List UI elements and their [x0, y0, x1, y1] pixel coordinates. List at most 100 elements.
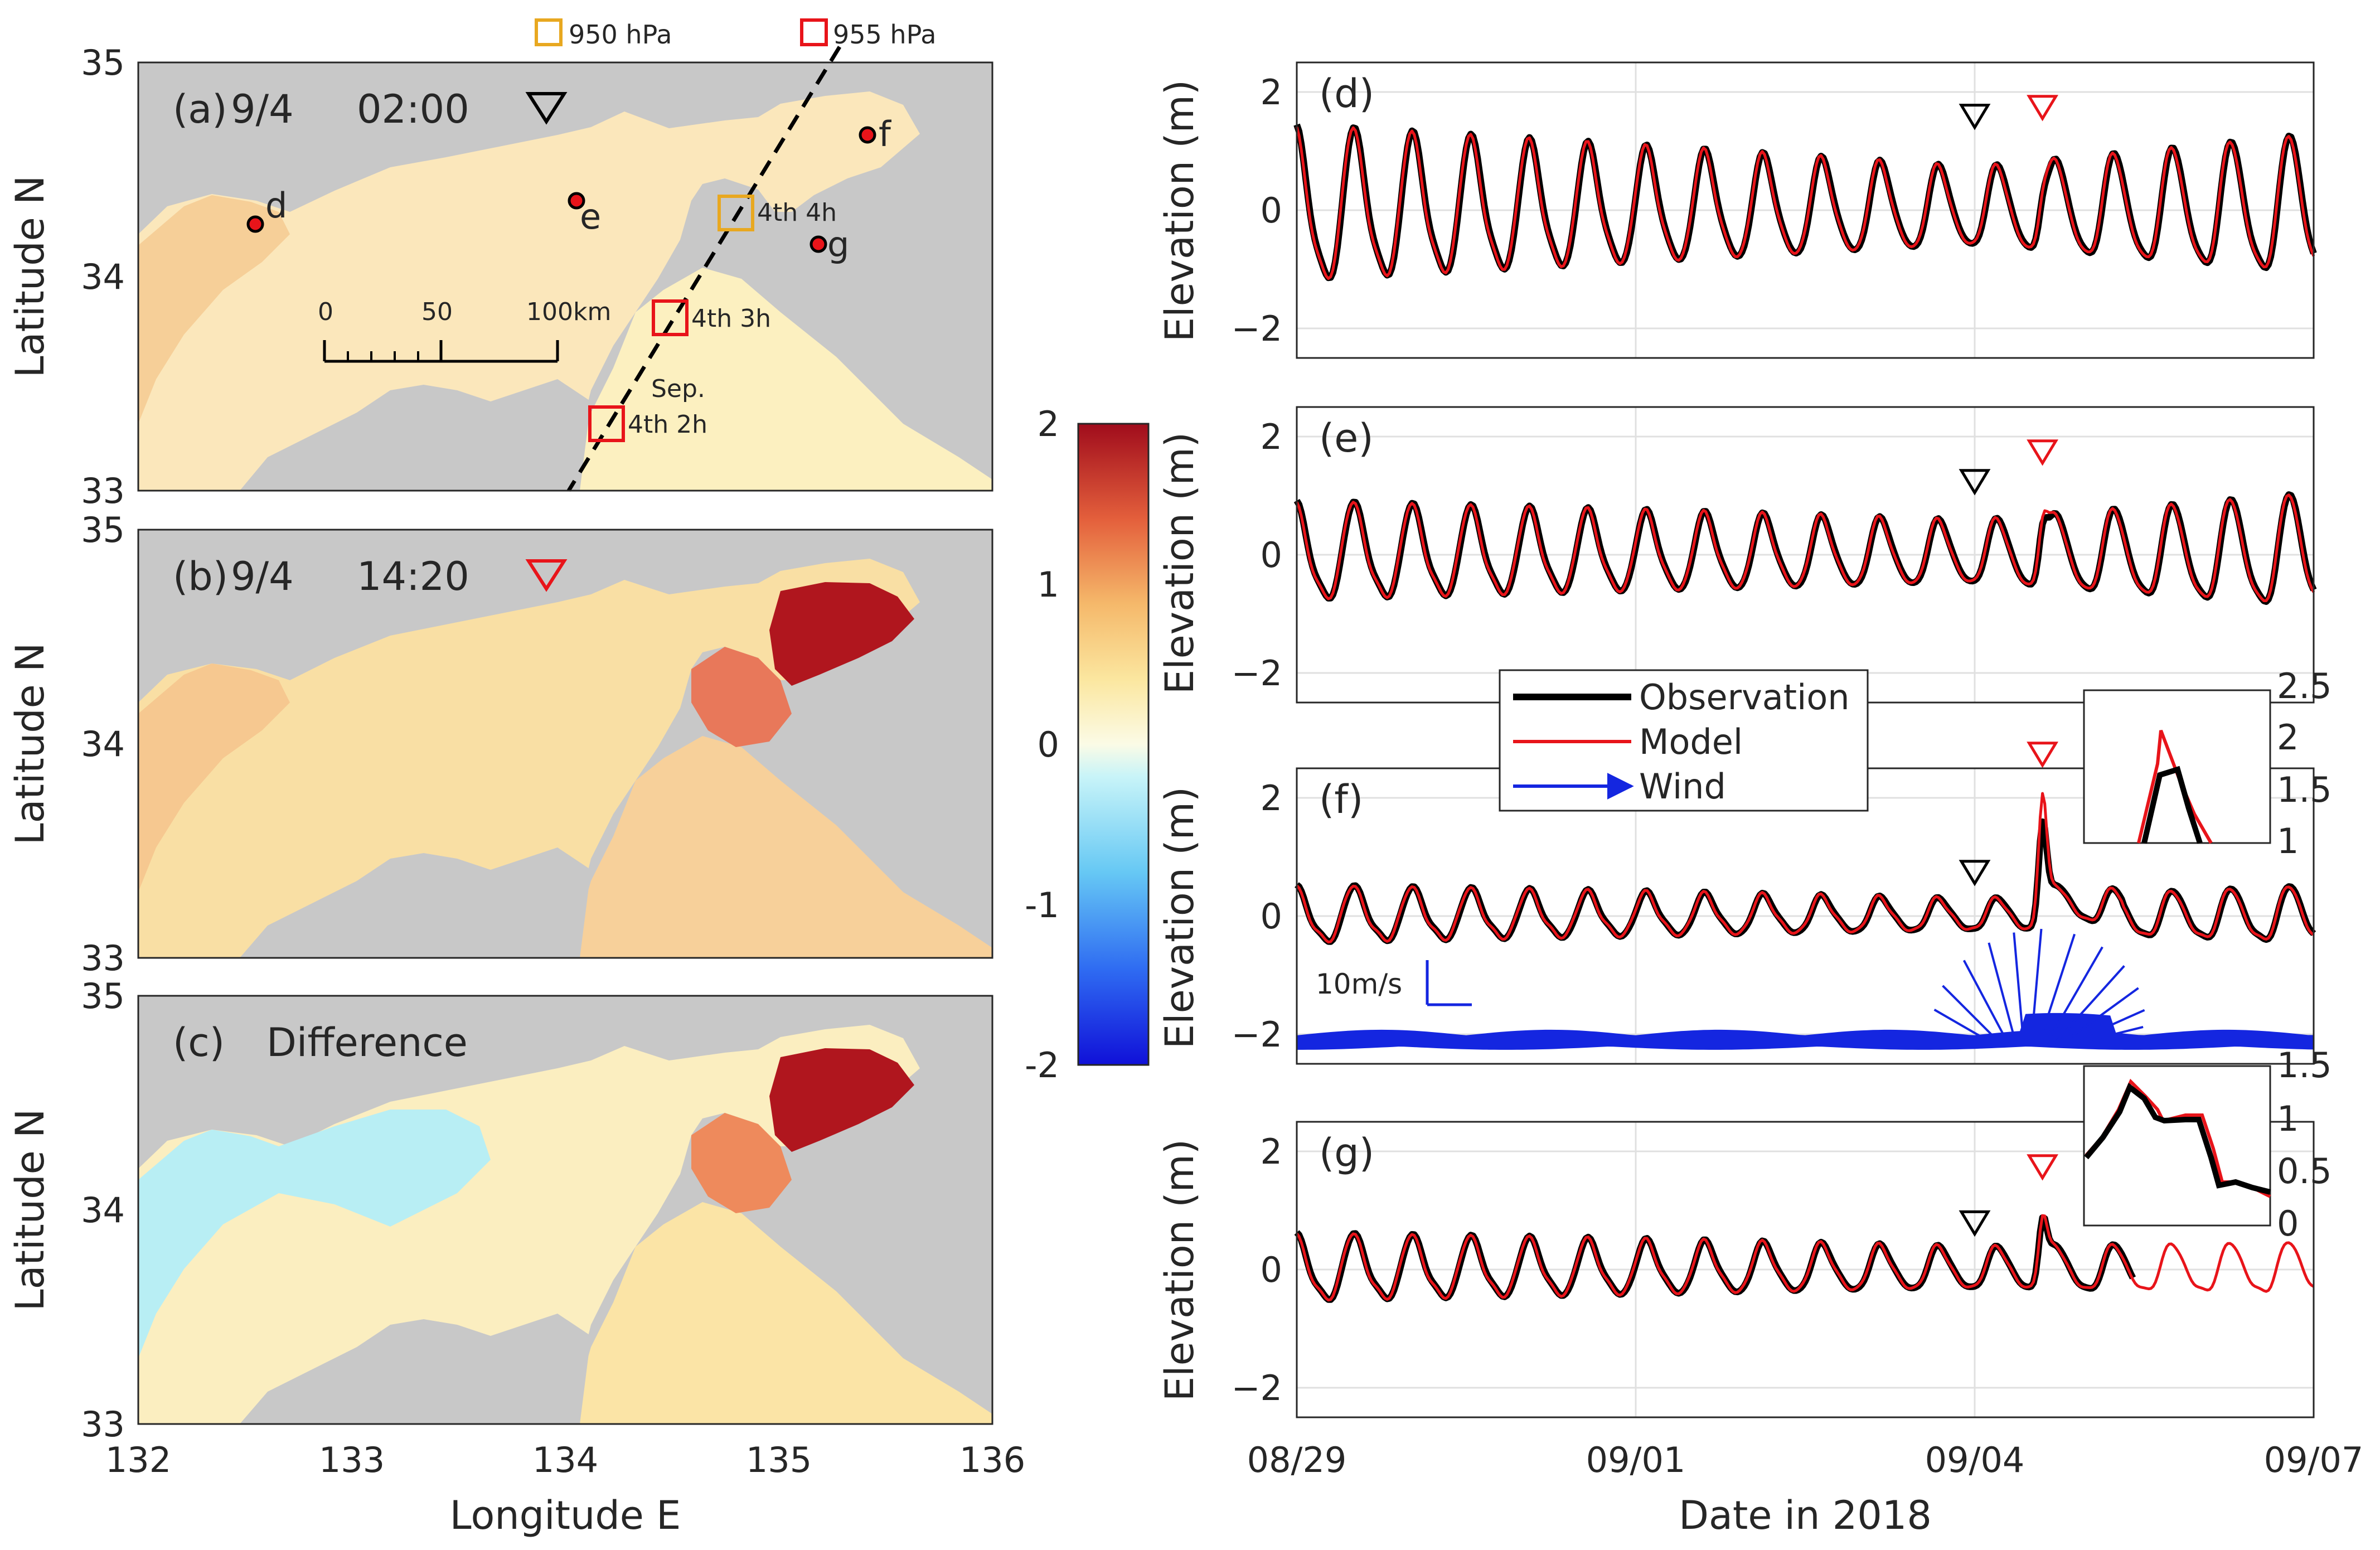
ytick: −2: [1232, 308, 1282, 349]
wind-scale: 10m/s: [1316, 960, 1472, 1006]
colorbar-tick: -1: [1025, 885, 1059, 926]
station-e-marker: [568, 192, 585, 210]
panel-c-title: Difference: [266, 1020, 468, 1065]
inset-f-model: [2137, 729, 2213, 844]
panel-b-label: (b): [173, 554, 228, 599]
xtick: 09/04: [1925, 1440, 2025, 1480]
time-marker-1420: [2027, 439, 2059, 466]
ytick: 2: [1261, 72, 1282, 113]
ytick: 2: [1261, 778, 1282, 818]
colorbar-gradient: [1077, 423, 1150, 1066]
map-b-yticks: 35 34 33: [81, 510, 125, 979]
sea-area-west: [138, 663, 290, 892]
sep-label: Sep.: [651, 375, 705, 403]
legend-950-label: 950 hPa: [569, 20, 672, 50]
time-marker-1420: [2027, 742, 2059, 768]
surge-hotspot: [769, 582, 914, 686]
track-square-4h: [718, 195, 754, 231]
legend-model-label: Model: [1639, 721, 1743, 762]
wind-vector: [2013, 932, 2025, 1044]
colorbar-tick: -2: [1025, 1045, 1059, 1086]
xtick: 134: [532, 1440, 598, 1480]
inset-f-frame: [2083, 689, 2271, 844]
panel-a-label: (a): [173, 86, 227, 132]
panel-label: (e): [1319, 415, 1374, 461]
track-square-2h: [588, 405, 625, 442]
time-marker-0200: [1959, 469, 1991, 496]
inset-f-observation: [2141, 766, 2203, 844]
panel-c-label: (c): [173, 1020, 225, 1065]
series-model-line: [1295, 126, 2315, 280]
wind-vector: [2078, 1025, 2144, 1044]
inset-g-tick: 1.5: [2277, 1045, 2332, 1086]
legend-observation-label: Observation: [1639, 677, 1850, 718]
sea-area-south: [569, 268, 992, 491]
inset-f-tick: 2: [2277, 717, 2299, 758]
ts-xticks: 08/29 09/01 09/04 09/07: [1247, 1440, 2364, 1480]
colorbar-tick: 1: [1038, 564, 1059, 605]
ytick: 2: [1261, 1131, 1282, 1172]
inset-g-tick: 0: [2277, 1203, 2299, 1244]
station-d-label: d: [265, 185, 287, 226]
legend-955-label: 955 hPa: [833, 20, 936, 50]
sea-area-osaka: [691, 1113, 792, 1213]
wind-vector: [2062, 987, 2139, 1044]
map-xticks: 132 133 134 135 136: [105, 1440, 1025, 1480]
sea-area-south: [569, 1202, 992, 1424]
map-xlabel: Longitude E: [450, 1493, 681, 1538]
map-a-frame: [137, 61, 993, 492]
scale-label-0: 0: [318, 298, 333, 326]
ts-g-ylabel: Elevation (m): [1157, 1139, 1203, 1401]
ytick: −2: [1232, 653, 1282, 694]
inset-g-tick: 1: [2277, 1098, 2299, 1139]
ytick: 34: [81, 724, 125, 764]
map-c-frame: [137, 995, 993, 1425]
panel-b-time-marker: [525, 559, 568, 592]
station-d-marker: [246, 215, 264, 233]
panel-label: (g): [1319, 1130, 1374, 1176]
track-label-3h: 4th 3h: [691, 304, 771, 333]
xtick: 136: [959, 1440, 1025, 1480]
wind-vector: [2030, 928, 2043, 1044]
track-legend: 950 hPa 955 hPa: [535, 18, 936, 50]
ytick: −2: [1232, 1014, 1282, 1055]
map-panel-a: 4th 4h 4th 3h Sep. 4th 2h d e f g 0 50: [137, 46, 993, 492]
map-b-frame: [137, 529, 993, 959]
sea-area: [138, 1025, 920, 1424]
panel-label: (f): [1319, 777, 1363, 822]
land-shikoku: [240, 1314, 591, 1424]
station-f-label: f: [879, 114, 892, 154]
time-marker-0200: [1959, 1210, 1991, 1237]
station-markers: d e f g: [246, 114, 892, 265]
inset-g-tick: 0.5: [2277, 1151, 2332, 1191]
inset-f: 2.5 2 1.5 1: [2083, 666, 2332, 861]
ytick: −2: [1232, 1368, 1282, 1408]
inset-g-observation: [2084, 1083, 2271, 1195]
time-marker-1420: [2027, 1154, 2059, 1181]
scale-label-100: 100km: [526, 298, 611, 326]
colorbar: 2 1 0 -1 -2: [1025, 404, 1150, 1086]
land-shikoku: [240, 379, 591, 491]
map-a-yticks: 35 34 33: [81, 42, 125, 511]
ytick: 0: [1261, 535, 1282, 575]
wind-vector: [1988, 942, 2017, 1044]
ytick: 34: [81, 256, 125, 297]
map-a-ylabel: Latitude N: [7, 176, 53, 378]
ytick: 0: [1261, 190, 1282, 231]
panel-b-date: 9/4: [231, 554, 294, 599]
inset-g: 1.5 1 0.5 0: [2083, 1045, 2332, 1244]
ytick: 33: [81, 1404, 125, 1445]
xtick: 09/07: [2264, 1440, 2364, 1480]
series-wind: [1297, 928, 2314, 1050]
plot-frame: [1296, 1121, 2315, 1418]
legend-955-square: [800, 18, 828, 46]
map-panel-b: (b) 9/4 14:20: [137, 529, 993, 959]
station-g-marker: [810, 235, 827, 253]
typhoon-track: [567, 46, 841, 492]
sea-area-south: [569, 736, 992, 958]
ts-legend: Observation Model Wind: [1499, 669, 1869, 812]
panel-label: (d): [1319, 71, 1374, 117]
scale-bar: 0 50 100km: [318, 298, 611, 363]
sea-area: [138, 91, 920, 491]
